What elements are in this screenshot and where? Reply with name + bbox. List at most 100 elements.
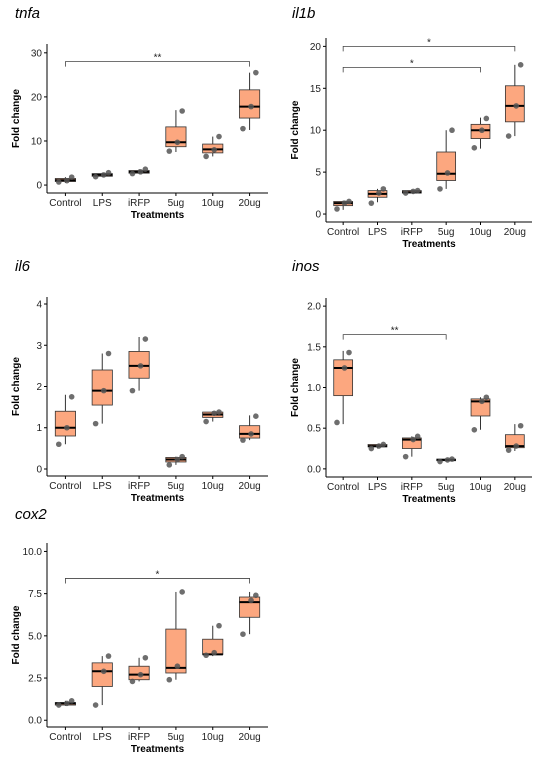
- data-point: [483, 394, 490, 401]
- y-tick-label: 10: [31, 136, 43, 147]
- data-point: [203, 418, 209, 425]
- x-tick-label: Control: [49, 198, 81, 209]
- data-point: [341, 365, 348, 371]
- data-point: [414, 433, 421, 440]
- x-tick-label: LPS: [93, 198, 112, 209]
- x-axis-label: Treatments: [131, 210, 185, 221]
- data-point: [437, 458, 443, 465]
- data-point: [410, 436, 417, 443]
- data-point: [253, 413, 259, 419]
- data-point: [100, 387, 107, 394]
- data-point: [129, 170, 136, 177]
- data-point: [505, 447, 512, 453]
- data-point: [483, 115, 490, 122]
- data-point: [166, 148, 173, 154]
- data-point: [64, 424, 70, 431]
- x-tick-label: LPS: [93, 481, 112, 492]
- data-point: [64, 700, 70, 707]
- data-point: [346, 349, 352, 356]
- y-tick-label: 10: [310, 126, 322, 137]
- y-tick-label: 2: [36, 382, 42, 393]
- box: [436, 151, 457, 181]
- data-point: [368, 200, 375, 206]
- data-point: [402, 190, 409, 196]
- x-tick-label: LPS: [93, 732, 112, 743]
- data-point: [240, 437, 246, 443]
- x-tick-label: 20ug: [238, 198, 260, 209]
- data-point: [517, 422, 524, 429]
- data-point: [414, 187, 421, 194]
- y-tick-label: 5.0: [28, 631, 42, 642]
- data-point: [203, 652, 209, 659]
- data-point: [142, 166, 149, 172]
- significance-bracket: [65, 61, 250, 67]
- y-tick-label: 1.0: [307, 383, 321, 394]
- x-tick-label: 5ug: [438, 227, 455, 238]
- box: [239, 89, 261, 119]
- data-point: [216, 409, 222, 415]
- data-point: [179, 453, 185, 460]
- box: [54, 410, 76, 437]
- data-point: [346, 198, 352, 205]
- y-axis-label: Fold change: [11, 89, 22, 148]
- data-point: [68, 394, 75, 400]
- data-point: [137, 363, 144, 369]
- data-point: [449, 456, 455, 462]
- data-point: [166, 676, 173, 683]
- x-tick-label: 5ug: [168, 198, 185, 209]
- y-tick-label: 0: [315, 210, 321, 221]
- y-tick-label: 0: [36, 181, 42, 192]
- x-tick-label: iRFP: [401, 227, 424, 238]
- significance-label: *: [427, 37, 431, 48]
- significance-bracket: [65, 578, 250, 584]
- data-point: [174, 139, 181, 146]
- y-tick-label: 5: [315, 168, 321, 179]
- data-point: [92, 173, 99, 180]
- y-tick-label: 20: [31, 92, 43, 103]
- x-tick-label: LPS: [368, 482, 387, 493]
- data-point: [479, 127, 485, 134]
- x-tick-label: 20ug: [504, 227, 526, 238]
- data-point: [174, 456, 181, 463]
- x-axis-label: Treatments: [131, 493, 185, 504]
- data-point: [68, 698, 75, 704]
- x-tick-label: Control: [49, 481, 81, 492]
- box: [470, 398, 491, 417]
- data-point: [380, 441, 387, 448]
- y-tick-label: 10.0: [23, 547, 43, 558]
- panel-title: il1b: [292, 5, 315, 22]
- y-axis-label: Fold change: [290, 358, 301, 417]
- x-tick-label: 20ug: [238, 732, 260, 743]
- data-point: [253, 592, 259, 599]
- y-tick-label: 1: [36, 423, 42, 434]
- data-point: [92, 702, 99, 708]
- data-point: [240, 125, 246, 132]
- y-axis-label: Fold change: [290, 100, 301, 159]
- panel-title: il6: [15, 258, 31, 275]
- data-point: [449, 127, 455, 134]
- x-tick-label: iRFP: [128, 198, 151, 209]
- data-point: [179, 589, 185, 595]
- data-point: [517, 62, 524, 68]
- data-point: [380, 186, 387, 192]
- data-point: [253, 69, 259, 76]
- data-point: [513, 443, 520, 449]
- data-point: [137, 671, 144, 678]
- data-point: [471, 145, 478, 151]
- data-point: [55, 179, 62, 185]
- significance-bracket: [342, 66, 481, 73]
- x-axis-label: Treatments: [131, 744, 185, 755]
- x-tick-label: LPS: [368, 227, 387, 238]
- data-point: [105, 350, 112, 357]
- data-point: [402, 453, 409, 460]
- data-point: [248, 431, 254, 437]
- significance-bracket: [342, 45, 516, 52]
- data-point: [64, 177, 70, 184]
- x-tick-label: 20ug: [504, 482, 526, 493]
- data-point: [334, 206, 340, 212]
- data-point: [471, 427, 478, 433]
- panel-title: tnfa: [15, 5, 40, 22]
- data-point: [142, 654, 149, 661]
- data-point: [55, 441, 62, 448]
